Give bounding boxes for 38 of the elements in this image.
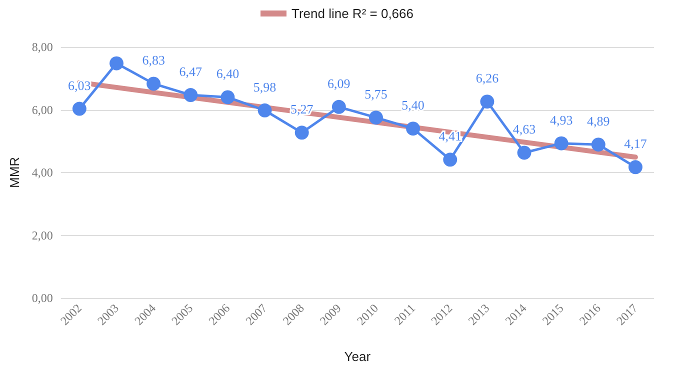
data-label: 5,75: [364, 86, 388, 102]
data-label: 4,17: [624, 136, 648, 152]
x-axis-title: Year: [344, 349, 372, 364]
point: [480, 94, 494, 109]
y-tick-label: 4,00: [32, 166, 53, 180]
point: [294, 126, 309, 140]
y-axis-title: MMR: [7, 156, 22, 188]
point: [369, 110, 383, 125]
point: [72, 102, 86, 116]
point: [110, 56, 124, 70]
point: [628, 160, 642, 174]
point: [517, 146, 532, 160]
data-label: 5,27: [290, 102, 314, 117]
data-label: 4,89: [587, 114, 610, 129]
data-label: 6,83: [142, 52, 165, 68]
data-label: 6,26: [476, 70, 500, 86]
point: [332, 100, 346, 114]
point: [146, 76, 161, 91]
data-label: 6,47: [179, 64, 203, 80]
data-label: 5,40: [402, 98, 424, 113]
y-tick-label: 6,00: [32, 102, 53, 117]
point: [554, 136, 568, 150]
data-label: 4,63: [512, 122, 536, 137]
y-tick-label: 0,00: [32, 291, 53, 305]
point: [591, 138, 606, 152]
y-tick-label: 8,00: [32, 40, 53, 54]
data-label: 5,98: [253, 79, 276, 94]
legend-label: Trend line R² = 0,666: [292, 6, 414, 21]
data-label: 6,40: [216, 66, 240, 82]
x-tick-label: 2011: [391, 301, 418, 328]
point: [258, 103, 272, 118]
point: [220, 90, 235, 104]
y-tick-label: 2,00: [32, 228, 53, 242]
point: [184, 88, 198, 102]
data-label: 6,09: [328, 76, 350, 91]
point: [443, 152, 458, 167]
point: [406, 122, 420, 136]
data-label: 4,93: [550, 112, 573, 128]
